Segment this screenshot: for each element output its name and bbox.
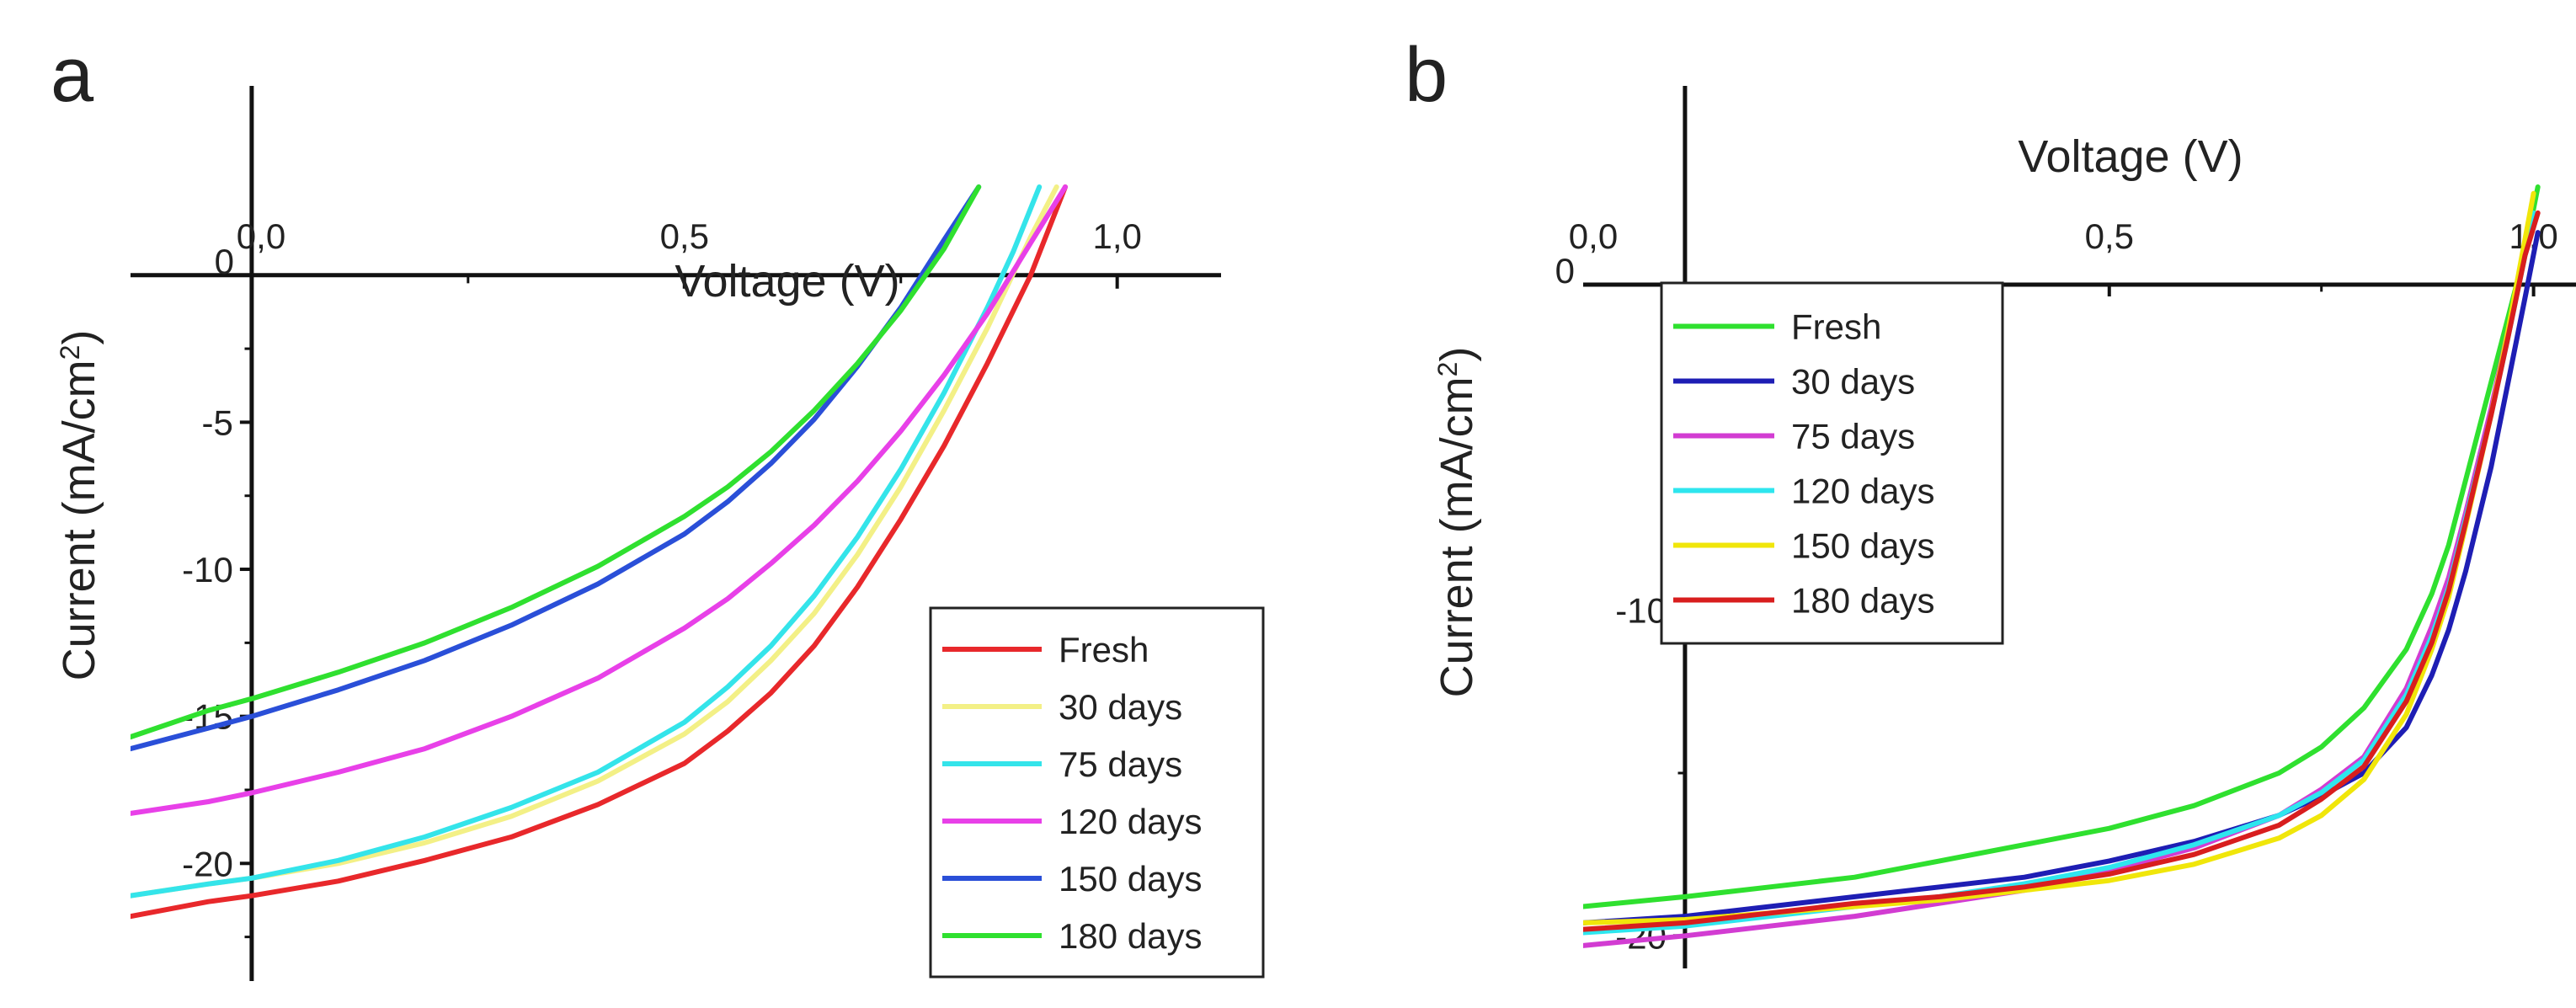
legend-label: 150 days <box>1791 526 1934 566</box>
legend-box <box>1660 281 2004 645</box>
x-tick-label: 0,0 <box>237 216 285 256</box>
panel-label: b <box>1405 32 1448 118</box>
legend-label: 180 days <box>1791 581 1934 621</box>
series-group <box>131 184 1068 920</box>
x-tick-label: 0,5 <box>660 216 709 256</box>
y-axis-label: Current (mA/cm2) <box>1432 347 1482 698</box>
x-axis-label: Voltage (V) <box>2018 131 2243 182</box>
series-line-180-days <box>1583 210 2541 932</box>
y-tick-label: -10 <box>1615 591 1667 631</box>
y-tick-label: 0 <box>215 242 234 281</box>
legend-label: 180 days <box>1059 916 1202 956</box>
x-axis-label: Voltage (V) <box>675 256 899 307</box>
legend-label: 120 days <box>1059 802 1202 841</box>
series-line-fresh <box>1583 184 2541 909</box>
legend-label: Fresh <box>1059 630 1149 669</box>
legend-label: 75 days <box>1791 417 1915 456</box>
series-line-120-days <box>131 184 1068 816</box>
legend-label: Fresh <box>1791 307 1881 347</box>
series-group <box>1583 184 2541 948</box>
x-tick-label: 0,5 <box>2085 216 2134 256</box>
y-tick-label: -10 <box>182 550 233 589</box>
x-tick-label: 1,0 <box>1092 216 1141 256</box>
legend-box <box>929 606 1265 979</box>
y-tick-label: -5 <box>202 403 233 442</box>
legend-label: 150 days <box>1059 859 1202 899</box>
series-line-fresh <box>131 184 1068 920</box>
legend-label: 75 days <box>1059 744 1182 784</box>
y-tick-label: -20 <box>182 844 233 883</box>
legend: Fresh 30 days 75 days 120 days 150 days 180 d… <box>929 606 1265 979</box>
series-line-75-days <box>131 184 1043 899</box>
y-tick-label: 0 <box>1555 251 1575 291</box>
x-tick-label: 0,0 <box>1569 216 1618 256</box>
legend-label: 120 days <box>1791 472 1934 511</box>
legend-label: 30 days <box>1059 687 1182 727</box>
series-line-30-days <box>1583 230 2541 925</box>
y-axis-label: Current (mA/cm2) <box>54 330 104 681</box>
panel-label: a <box>51 32 94 118</box>
series-line-180-days <box>131 184 982 740</box>
legend: Fresh 30 days 75 days 120 days 150 days 180 d… <box>1660 281 2004 645</box>
legend-label: 30 days <box>1791 362 1915 402</box>
